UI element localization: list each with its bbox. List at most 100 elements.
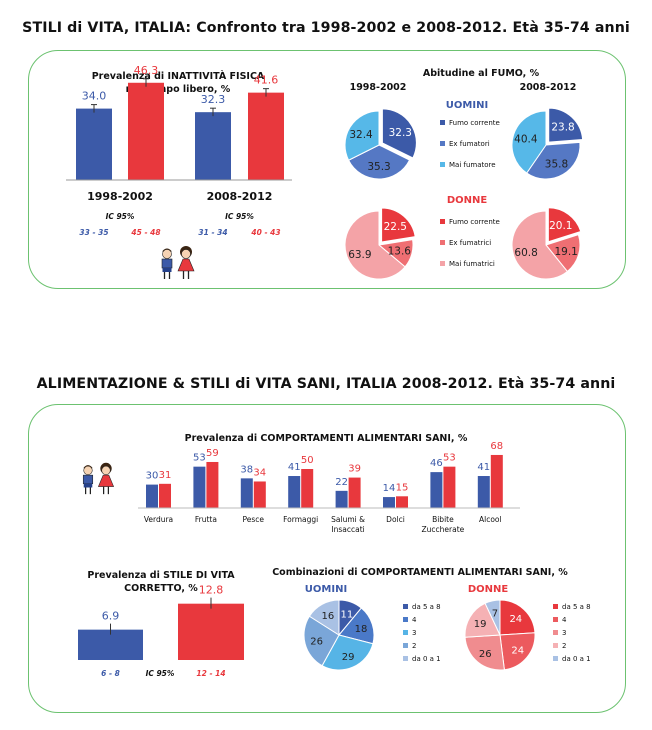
combinations-men-pie-slice [308,599,340,636]
inactivity-ci-label: IC 95% [106,212,135,221]
hair [162,248,172,252]
correct-lifestyle-bar [178,603,244,660]
combinations-men-legend-swatch [403,630,408,635]
healthy-behavior-category-label: Insaccati [331,525,364,534]
combinations-women-pie-slice [464,602,501,638]
smoking-women-pie-2008-slice [547,207,582,243]
combinations-men-legend-label: da 0 a 1 [412,655,441,663]
healthy-behavior-bar [159,483,171,508]
head [162,249,172,259]
smoking-men-pie-2008-label: 23.8 [551,122,574,134]
girl-figure [97,462,115,495]
smoking-men-pie-1998-slice [344,110,380,161]
inactivity-ci-label: IC 95% [225,212,254,221]
correct-lifestyle-ci-label: IC 95% [146,669,175,678]
inactivity-bar [248,92,284,180]
smoking-men-label: UOMINI [446,100,488,111]
healthy-behavior-category-label: Pesce [243,515,265,524]
healthy-behavior-value-label: 15 [396,482,409,493]
girl-figure [177,246,195,279]
smoking-women-legend-swatch [440,240,445,245]
smoking-men-pie-2008-label: 35.8 [545,158,568,170]
healthy-behavior-bar [430,472,443,508]
correct-lifestyle-title: CORRETTO, % [124,583,198,594]
smoking-women-legend-label: Ex fumatrici [449,239,491,247]
combinations-women-pie-label: 19 [474,619,487,630]
combinations-women-legend-swatch [553,630,558,635]
inactivity-ci-value: 33 - 35 [79,228,108,237]
healthy-behavior-value-label: 34 [253,467,266,478]
healthy-behavior-bar [477,476,490,508]
smoking-men-pie-2008-slice [526,141,581,180]
combinations-men-legend-swatch [403,656,408,661]
healthy-behavior-value-label: 39 [348,464,361,475]
correct-lifestyle-ci-value: 12 - 14 [196,669,225,678]
healthy-behavior-bar [288,476,301,508]
healthy-behavior-bar [490,454,503,508]
combinations-women-legend-label: 4 [562,616,567,624]
healthy-behavior-value-label: 22 [335,477,348,488]
correct-lifestyle-value-label: 12.8 [199,584,224,597]
smoking-men-pie-2008-label: 40.4 [514,134,538,146]
smoking-men-pie-1998-label: 35.3 [367,161,390,173]
combinations-men-pie-label: 18 [355,624,368,635]
correct-lifestyle-ci-value: 6 - 8 [101,669,120,678]
combinations-men-pie-slice [303,615,340,667]
inactivity-ci-value: 40 - 43 [251,228,280,237]
section1-title: STILI di VITA, ITALIA: Confronto tra 199… [22,20,630,36]
combinations-women-pie-slice [499,632,536,671]
inactivity-ci-value: 45 - 48 [131,228,160,237]
combinations-men-pie-label: 29 [342,652,355,663]
smoking-women-pie-2008 [511,207,582,280]
combinations-men-pie-slice [338,607,375,645]
head [101,465,111,475]
healthy-behavior-bar [146,484,158,508]
smoking-women-pie-2008-label: 20.1 [549,220,572,232]
combinations-men-legend-swatch [403,617,408,622]
combinations-women-legend-label: 2 [562,642,566,650]
healthy-behavior-category-label: Salumi & [331,515,365,524]
combinations-men-legend-label: 3 [412,629,416,637]
combinations-women-pie-label: 24 [511,646,524,657]
inactivity-value-label: 41.6 [254,74,279,87]
smoking-women-pie-1998 [344,207,416,280]
healthy-behavior-category-label: Zuccherate [422,525,465,534]
combinations-men-label: UOMINI [305,584,347,595]
healthy-behavior-bar [396,496,408,508]
smoking-men-pie-2008 [511,107,584,180]
smoking-women-legend-swatch [440,261,445,266]
smoking-women-legend-label: Mai fumatrici [449,260,495,268]
combinations-men-legend-swatch [403,604,408,609]
smoking-women-legend-label: Fumo corrente [449,218,500,226]
combinations-women-pie-slice [484,599,501,636]
smoking-period-label: 2008-2012 [520,82,577,93]
smoking-title: Abitudine al FUMO, % [423,68,540,79]
healthy-behavior-value-label: 41 [477,462,490,473]
healthy-behavior-value-label: 50 [301,455,314,466]
smoking-women-pie-1998-slice [381,207,416,243]
combinations-men-legend-label: 2 [412,642,416,650]
inactivity-title: nel tempo libero, % [126,84,231,95]
healthy-behavior-value-label: 14 [383,483,396,494]
healthy-behavior-bar [348,477,361,508]
combinations-women-label: DONNE [468,584,509,595]
shirt [82,474,94,484]
smoking-men-pie-2008-slice [511,110,547,174]
smoking-men-legend-swatch [440,120,445,125]
smoking-women-pie-1998-label: 22.5 [384,221,407,233]
correct-lifestyle-bar [78,629,143,660]
inactivity-category-label: 1998-2002 [87,190,153,203]
combinations-men-pie [303,599,375,671]
healthy-behavior-value-label: 68 [490,441,503,452]
smoking-women-pie-1998-slice [344,210,406,280]
inactivity-category-label: 2008-2012 [207,190,273,203]
healthy-behavior-category-label: Formaggi [283,515,318,524]
smoking-women-pie-2008-slice [545,234,581,273]
combinations-women-legend-swatch [553,643,558,648]
healthy-behavior-category-label: Verdura [144,515,173,524]
hair [83,465,93,469]
combinations-men-legend-label: 4 [412,616,417,624]
inactivity-bar [195,112,231,180]
inactivity-value-label: 46.3 [134,64,159,77]
combinations-women-legend-swatch [553,604,558,609]
